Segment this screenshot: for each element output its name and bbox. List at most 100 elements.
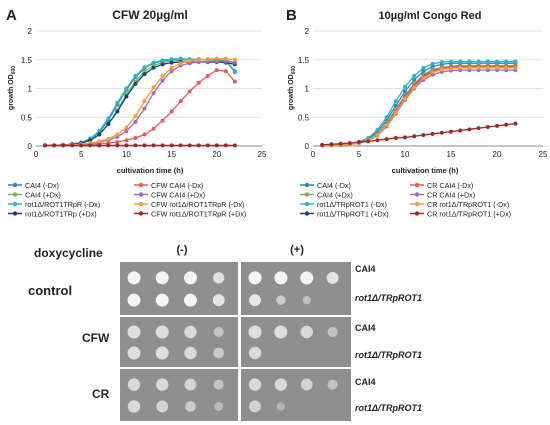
chart-b-xlabel: cultivation time (h) [392, 166, 459, 175]
data-point [169, 109, 174, 114]
data-point [403, 96, 407, 101]
legend-entry: rot1Δ/TRpROT1 (-Dx) [317, 200, 387, 209]
x-tick-label: 15 [447, 150, 456, 159]
legend-marker [138, 192, 144, 197]
x-tick-label: 5 [357, 150, 362, 159]
y-tick-label: 1 [305, 85, 310, 94]
colony-spot [127, 325, 141, 339]
data-point [430, 70, 435, 75]
y-tick-label: 0.5 [298, 113, 310, 122]
data-point [232, 70, 237, 75]
data-point [495, 59, 499, 64]
chart-a-title: CFW 20µg/ml [112, 8, 188, 22]
panel-b-letter: B [286, 7, 297, 24]
colony-spot [155, 346, 169, 360]
y-tick-label: 1.5 [21, 56, 33, 65]
colony-spot [156, 378, 169, 391]
data-point [133, 119, 138, 124]
data-point [196, 143, 201, 148]
data-point [169, 69, 174, 74]
data-point [375, 133, 380, 138]
legend-marker [304, 211, 310, 216]
colony-spot [249, 400, 261, 413]
data-point [178, 56, 183, 61]
x-tick-label: 15 [167, 150, 176, 159]
colony-spot [213, 272, 225, 284]
legend-entry: CFW rot1Δ/ROT1TRpR (+Dx) [151, 209, 246, 218]
colony-spot [249, 294, 261, 307]
data-point [375, 127, 380, 132]
data-point [338, 141, 343, 146]
data-point [142, 143, 147, 148]
chart-a-ylabel: growth OD600 [8, 66, 17, 110]
legend-entry: rot1Δ/ROT1TRpR (-Dx) [25, 200, 100, 209]
chart-b-ylabel: growth OD600 [288, 66, 297, 110]
colony-spot [276, 402, 286, 411]
colony-spot [302, 296, 311, 305]
legend-entry: CR rot1Δ/TRpROT1 (+Dx) [427, 209, 511, 218]
data-point [205, 57, 210, 62]
data-point [106, 122, 111, 127]
colony-spot [184, 325, 197, 339]
colony-spot [213, 326, 224, 338]
chart-b: 10µg/ml Congo Red cultivation time (h) g… [288, 10, 548, 218]
data-point [485, 125, 490, 130]
colony-spot [248, 271, 262, 285]
colony-spot [327, 326, 338, 338]
data-point [178, 61, 183, 66]
data-point [178, 143, 183, 148]
data-point [97, 143, 102, 148]
colony-spot [184, 346, 197, 360]
data-point [439, 60, 444, 65]
data-point [160, 118, 165, 123]
chart-a-grid [36, 30, 262, 147]
series-line [45, 57, 236, 147]
data-point [495, 123, 499, 128]
legend-entry: CFW CAI4 (-Dx) [151, 181, 203, 190]
data-point [151, 65, 156, 70]
colony-spot [155, 271, 169, 285]
x-tick-label: 25 [258, 150, 267, 159]
data-point [115, 139, 120, 144]
data-point [320, 142, 325, 147]
data-point [513, 121, 518, 126]
chart-a-series [43, 56, 237, 148]
data-point [133, 135, 138, 140]
data-point [160, 62, 165, 67]
colony-spot [274, 271, 288, 285]
data-point [232, 57, 237, 62]
data-point [223, 69, 228, 74]
y-tick-label: 2 [28, 27, 33, 36]
data-point [223, 56, 228, 61]
colony-spot [183, 293, 197, 307]
data-point [476, 126, 481, 131]
x-tick-label: 0 [311, 150, 316, 159]
chart-a-legend: CAI4 (-Dx)CAI4 (+Dx)rot1Δ/ROT1TRpR (-Dx)… [8, 181, 246, 218]
data-point [124, 125, 129, 130]
data-point [430, 64, 435, 69]
strain-label-cfw-2: rot1Δ/TRpROT1 [355, 350, 422, 360]
data-point [205, 143, 210, 148]
data-point [169, 65, 174, 70]
colony-spot [327, 379, 338, 390]
chart-a: CFW 20µg/ml cultivation time (h) growth … [8, 8, 267, 218]
chart-b-title: 10µg/ml Congo Red [379, 10, 482, 22]
legend-entry: CFW CAI4 (+Dx) [151, 190, 205, 199]
data-point [439, 130, 444, 135]
series-line [322, 60, 516, 147]
data-point [403, 89, 407, 94]
data-point [412, 73, 417, 78]
colony-spot [155, 293, 169, 307]
data-point [504, 65, 509, 70]
data-point [142, 69, 147, 74]
legend-marker [304, 182, 310, 188]
legend-marker [12, 182, 18, 188]
colony-spot [127, 378, 141, 391]
data-point [467, 127, 472, 132]
data-point [196, 57, 201, 62]
y-tick-label: 2 [305, 27, 310, 36]
data-point [88, 138, 93, 143]
data-point [97, 132, 102, 137]
legend-marker [414, 211, 420, 216]
